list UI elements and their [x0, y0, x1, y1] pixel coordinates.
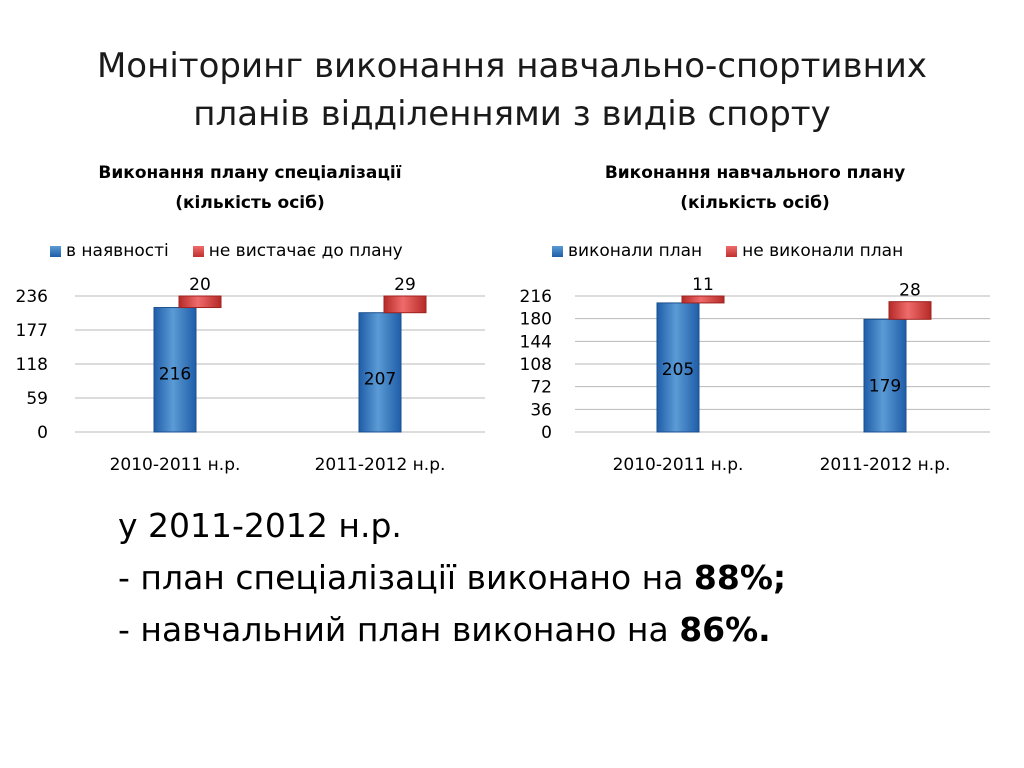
chart-1-category-label: 2011-2012 н.р. [315, 455, 446, 475]
chart-2-bar-виконали-план [656, 302, 700, 433]
chart-1-y-tick-label: 0 [37, 423, 48, 443]
chart-2-legend-item-2: не виконали план [726, 241, 903, 261]
chart-1-category-label: 2010-2011 н.р. [110, 455, 241, 475]
chart-1-y-tick-label: 59 [26, 389, 48, 409]
chart-2-y-tick-label: 216 [520, 287, 552, 307]
legend-swatch-red-icon [192, 245, 204, 257]
chart-1-y-tick-label: 118 [16, 355, 48, 375]
chart-1-data-label: 216 [159, 365, 191, 385]
chart-2-title-line-1: Виконання навчального плану [604, 163, 906, 183]
chart-1-legend-label-1: в наявності [66, 241, 169, 261]
chart-2-y-tick-label: 36 [530, 400, 552, 420]
chart-2-y-tick-label: 0 [541, 423, 552, 443]
chart-1-data-label: 207 [364, 370, 396, 390]
chart-2-category-label: 2010-2011 н.р. [613, 455, 744, 475]
chart-2-legend-label-1: виконали план [568, 241, 703, 261]
slide-title-line-2: планів відділеннями з видів спорту [193, 94, 831, 134]
summary-line-3: - навчальний план виконано на 86%. [118, 604, 786, 656]
summary-text: у 2011-2012 н.р. - план спеціалізації ви… [118, 500, 786, 656]
chart-1-title-line-2: (кількість осіб) [175, 193, 325, 213]
chart-2-legend: виконали план не виконали план [552, 241, 921, 261]
chart-2-data-label: 11 [692, 275, 714, 295]
chart-2-bar-не-виконали-план [681, 295, 725, 304]
chart-1-legend-item-1: в наявності [50, 241, 169, 261]
chart-1-data-label: 20 [189, 275, 211, 295]
chart-1-title: Виконання плану спеціалізації (кількість… [30, 158, 470, 218]
slide-title: Моніторинг виконання навчально-спортивни… [40, 42, 984, 138]
chart-2-y-tick-label: 72 [530, 378, 552, 398]
chart-2-bar-виконали-план [863, 318, 907, 433]
chart-1-data-label: 29 [394, 275, 416, 295]
chart-2-bar-не-виконали-план [888, 301, 932, 320]
chart-2-legend-item-1: виконали план [552, 241, 702, 261]
chart-2-title-line-2: (кількість осіб) [680, 193, 830, 213]
chart-1-title-line-1: Виконання плану спеціалізації [98, 163, 402, 183]
slide-title-line-1: Моніторинг виконання навчально-спортивни… [96, 46, 928, 86]
summary-line-3-value: 86%. [679, 610, 771, 649]
chart-1-bar-в-наявності [358, 312, 402, 433]
summary-line-3-text: - навчальний план виконано на [118, 610, 680, 649]
chart-2-category-label: 2011-2012 н.р. [820, 455, 951, 475]
chart-1-legend-item-2: не вистачає до плану [192, 241, 403, 261]
chart-2-y-tick-label: 144 [520, 332, 552, 352]
legend-swatch-red-icon [726, 245, 738, 257]
chart-2-title: Виконання навчального плану (кількість о… [530, 158, 980, 218]
summary-line-2-text: - план спеціалізації виконано на [118, 558, 694, 597]
legend-swatch-blue-icon [50, 245, 61, 257]
chart-2-y-tick-label: 108 [520, 355, 552, 375]
summary-line-1: у 2011-2012 н.р. [118, 506, 402, 545]
chart-2-data-label: 205 [662, 360, 694, 380]
summary-line-2-value: 88%; [693, 558, 787, 597]
chart-1-bar-в-наявності [153, 307, 197, 433]
chart-2-legend-label-2: не виконали план [742, 241, 904, 261]
chart-1-bar-не-вистачає-до-плану [383, 295, 427, 314]
chart-2-data-label: 28 [899, 281, 921, 301]
chart-2-y-tick-label: 180 [520, 310, 552, 330]
chart-1-legend: в наявності не вистачає до плану [50, 241, 421, 261]
chart-1-y-tick-label: 177 [16, 321, 48, 341]
chart-1-bar-не-вистачає-до-плану [178, 295, 222, 309]
legend-swatch-blue-icon [552, 245, 563, 257]
summary-line-2: - план спеціалізації виконано на 88%; [118, 552, 786, 604]
chart-1-legend-label-2: не вистачає до плану [208, 241, 403, 261]
chart-1-y-tick-label: 236 [16, 287, 48, 307]
chart-2-data-label: 179 [869, 376, 901, 396]
